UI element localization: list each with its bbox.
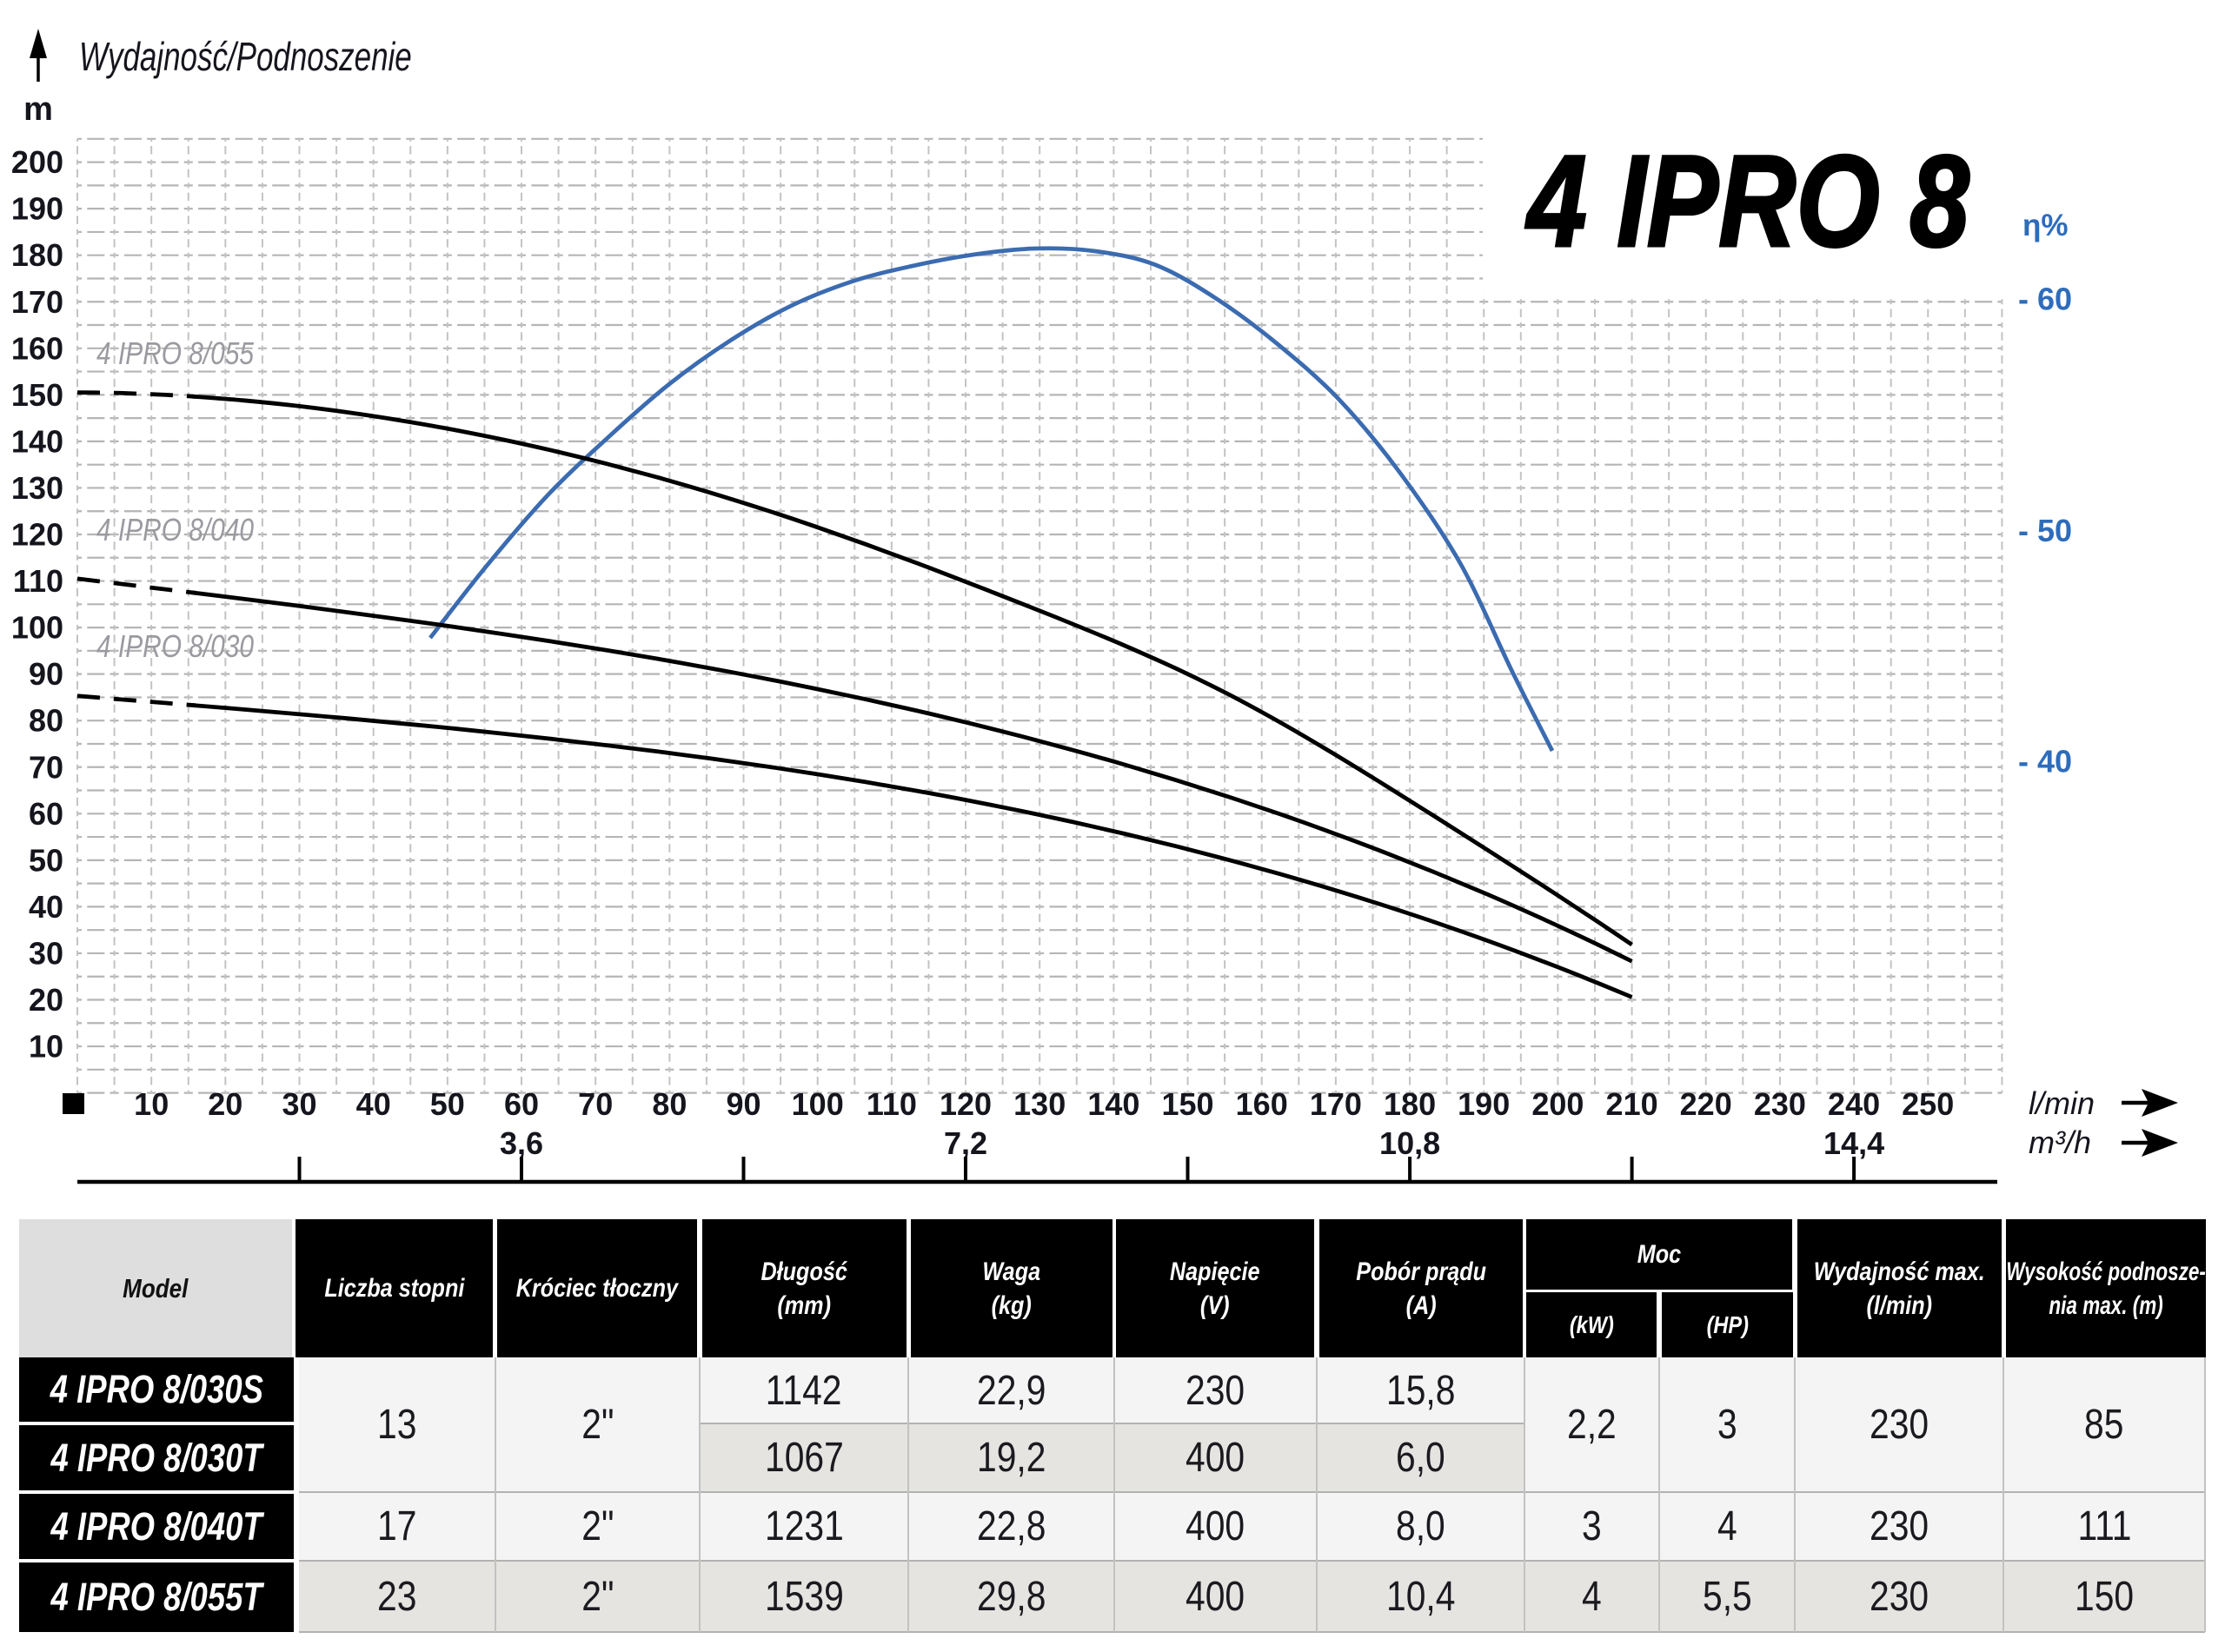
svg-text:50: 50	[29, 842, 63, 878]
svg-text:10: 10	[29, 1029, 63, 1065]
svg-text:200: 200	[1531, 1086, 1584, 1122]
svg-text:100: 100	[11, 610, 63, 646]
svg-text:200: 200	[11, 144, 63, 180]
svg-text:m: m	[23, 91, 53, 128]
svg-text:150: 150	[11, 377, 63, 413]
svg-text:m³/h: m³/h	[2029, 1125, 2091, 1160]
svg-text:30: 30	[29, 936, 63, 972]
svg-text:100: 100	[792, 1086, 844, 1122]
svg-text:130: 130	[1013, 1086, 1066, 1122]
svg-text:120: 120	[11, 517, 63, 553]
svg-text:70: 70	[29, 749, 63, 785]
svg-text:190: 190	[1458, 1086, 1510, 1122]
svg-text:4 IPRO 8/055: 4 IPRO 8/055	[96, 336, 255, 371]
svg-text:160: 160	[1236, 1086, 1288, 1122]
svg-text:20: 20	[29, 982, 63, 1018]
svg-text:4 IPRO 8/040: 4 IPRO 8/040	[96, 513, 255, 547]
svg-text:160: 160	[11, 330, 63, 366]
svg-text:190: 190	[11, 191, 63, 227]
svg-text:3,6: 3,6	[500, 1125, 543, 1161]
svg-text:80: 80	[29, 703, 63, 739]
svg-text:- 40: - 40	[2018, 744, 2072, 780]
svg-text:- 60: - 60	[2018, 282, 2072, 317]
svg-text:η%: η%	[2022, 209, 2069, 242]
svg-text:220: 220	[1680, 1086, 1732, 1122]
svg-text:90: 90	[726, 1086, 760, 1122]
svg-text:- 50: - 50	[2018, 513, 2072, 548]
svg-text:180: 180	[11, 237, 63, 273]
svg-text:110: 110	[867, 1086, 917, 1122]
svg-text:150: 150	[1161, 1086, 1213, 1122]
svg-text:80: 80	[652, 1086, 687, 1122]
svg-text:Wydajność/Podnoszenie: Wydajność/Podnoszenie	[79, 34, 412, 79]
svg-text:14,4: 14,4	[1823, 1125, 1884, 1161]
svg-text:60: 60	[504, 1086, 539, 1122]
svg-text:50: 50	[430, 1086, 465, 1122]
svg-text:40: 40	[356, 1086, 391, 1122]
svg-text:170: 170	[1310, 1086, 1362, 1122]
svg-text:60: 60	[29, 796, 63, 832]
svg-text:4 IPRO 8: 4 IPRO 8	[1524, 129, 1969, 275]
svg-text:230: 230	[1754, 1086, 1806, 1122]
svg-text:240: 240	[1828, 1086, 1880, 1122]
svg-text:130: 130	[11, 470, 63, 506]
svg-text:l/min: l/min	[2029, 1085, 2095, 1121]
svg-text:90: 90	[29, 656, 63, 692]
svg-text:180: 180	[1384, 1086, 1436, 1122]
svg-text:120: 120	[940, 1086, 992, 1122]
svg-text:250: 250	[1902, 1086, 1954, 1122]
svg-text:40: 40	[29, 889, 63, 925]
svg-text:210: 210	[1606, 1086, 1658, 1122]
svg-text:140: 140	[11, 423, 63, 459]
svg-text:30: 30	[282, 1086, 316, 1122]
svg-text:4 IPRO 8/030: 4 IPRO 8/030	[96, 629, 255, 664]
svg-text:110: 110	[13, 563, 63, 599]
svg-text:140: 140	[1087, 1086, 1139, 1122]
svg-text:10: 10	[134, 1086, 169, 1122]
svg-text:20: 20	[208, 1086, 242, 1122]
svg-text:170: 170	[11, 284, 63, 320]
svg-text:7,2: 7,2	[944, 1125, 987, 1161]
svg-text:10,8: 10,8	[1379, 1125, 1440, 1161]
svg-text:70: 70	[578, 1086, 613, 1122]
